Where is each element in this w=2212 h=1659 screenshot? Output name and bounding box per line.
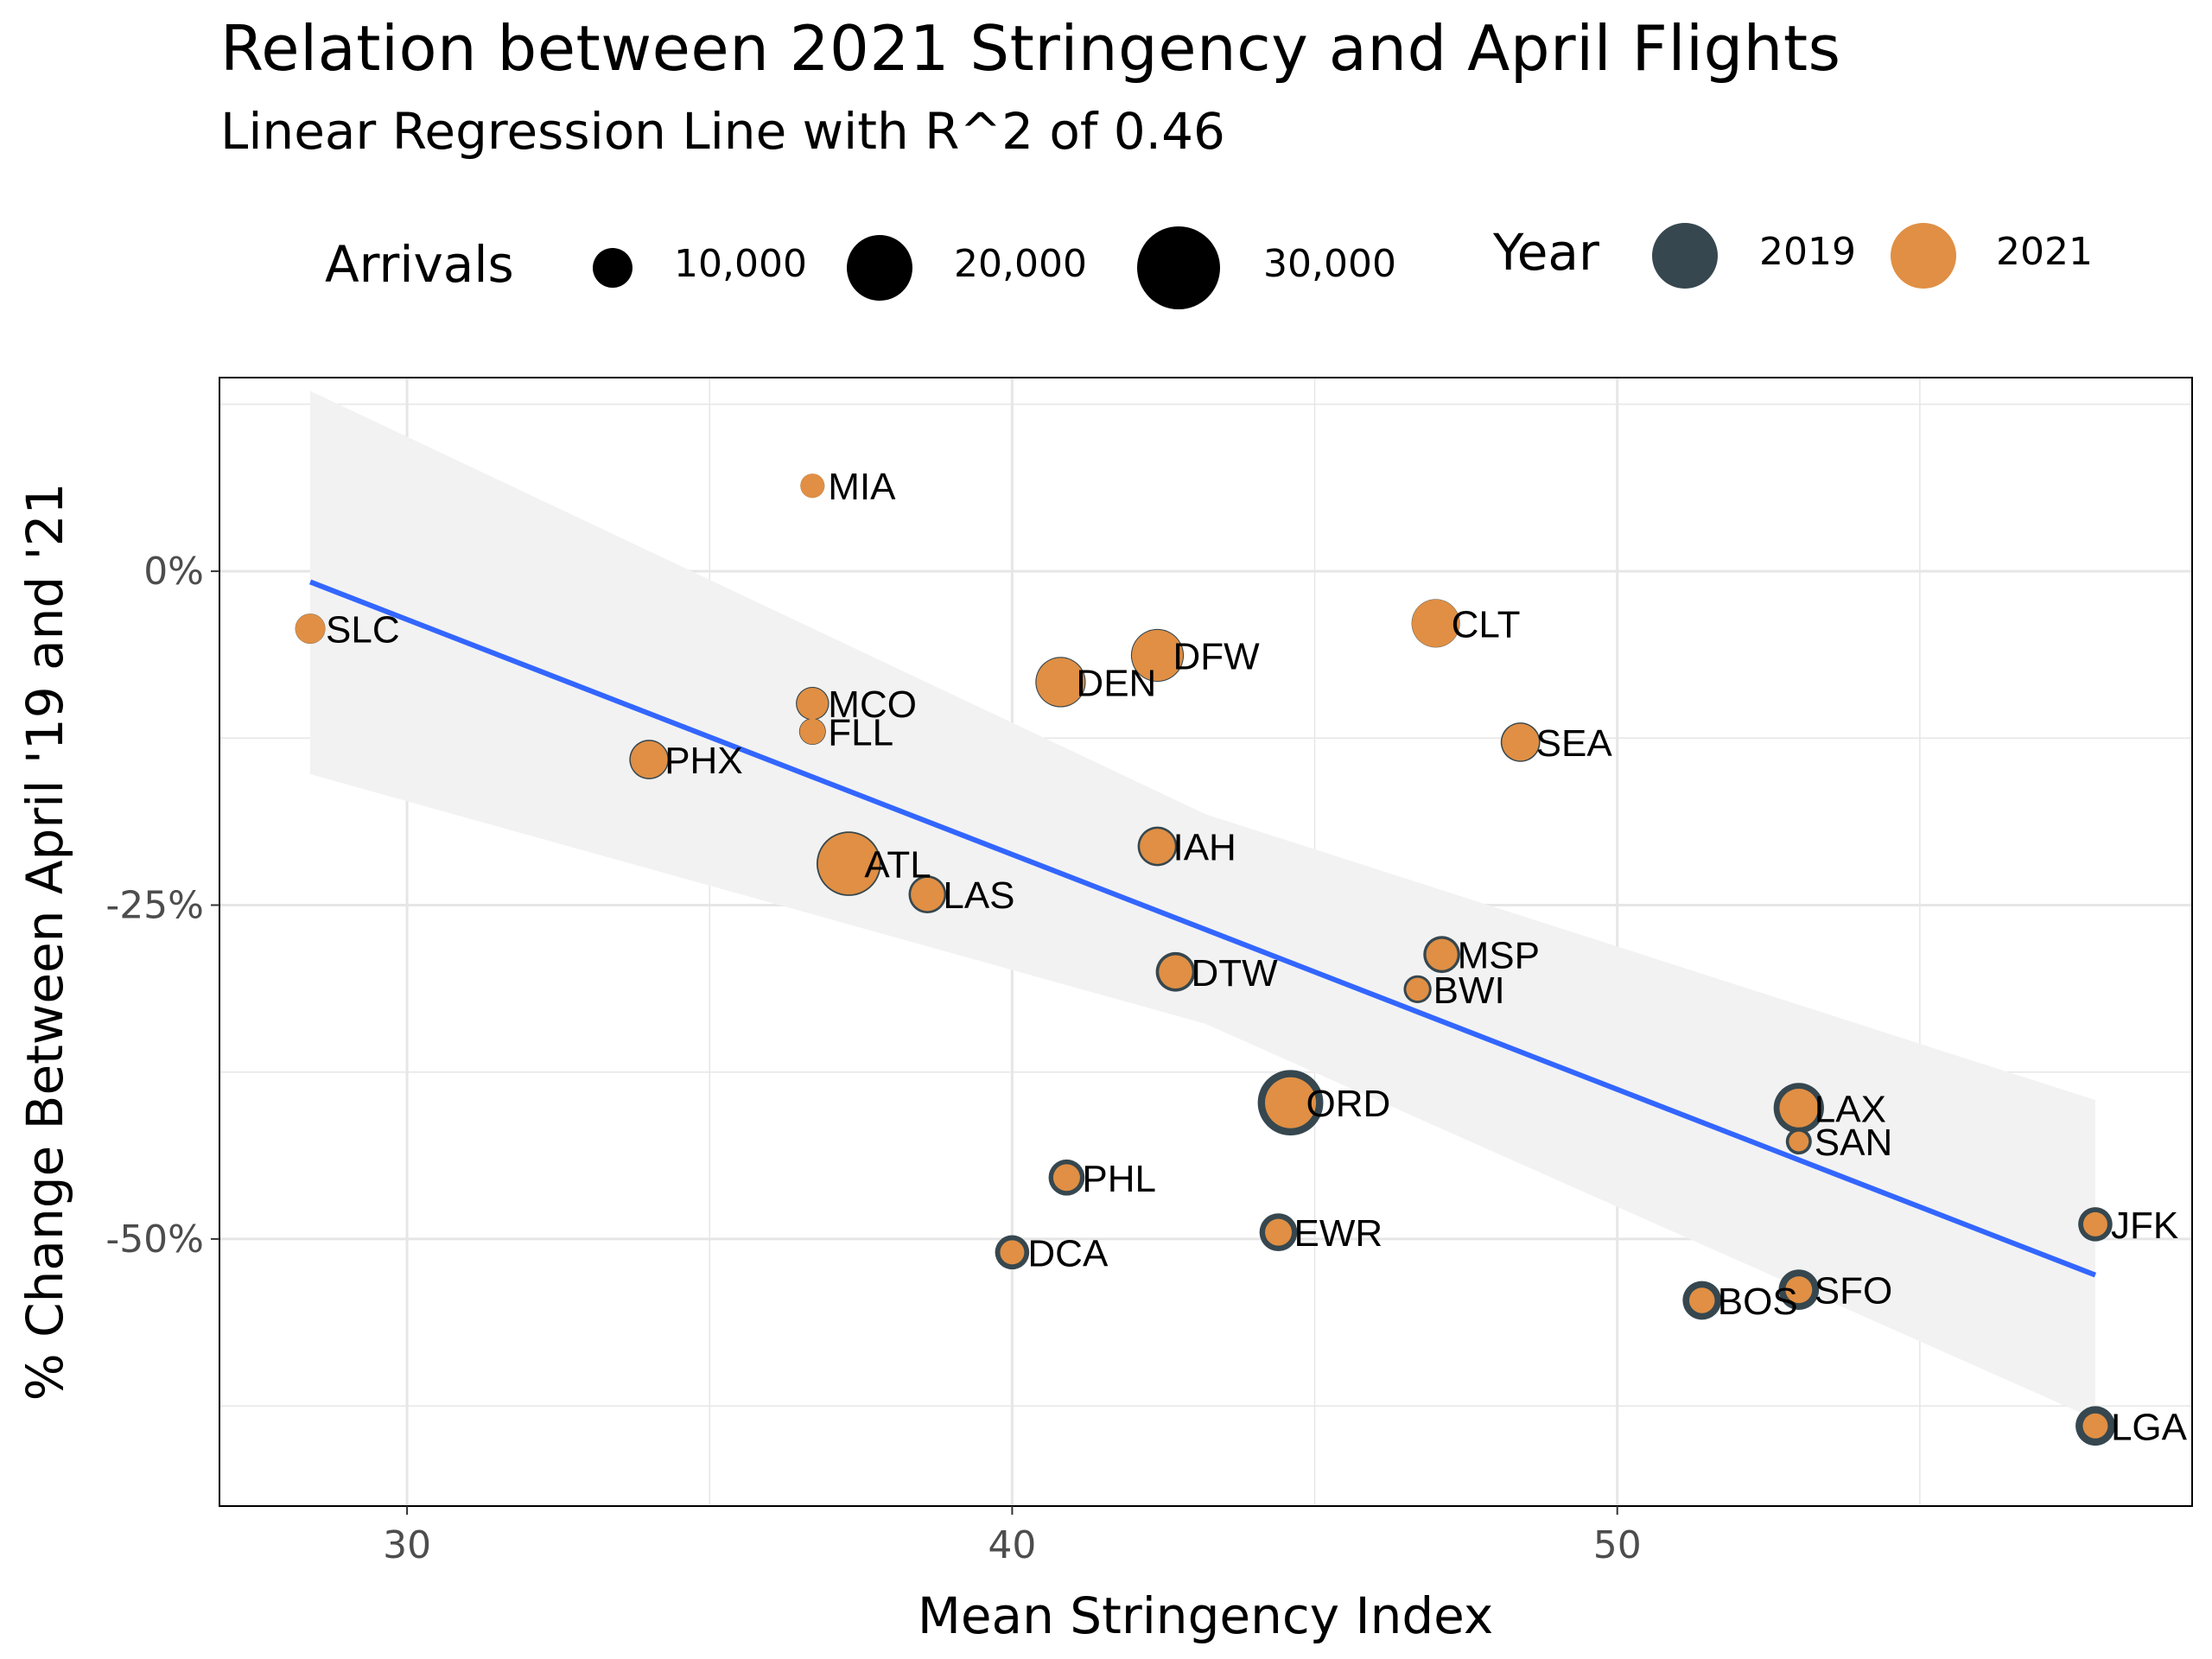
point-label-sea: SEA [1536, 722, 1613, 765]
point-label-msp: MSP [1458, 935, 1540, 977]
point-2021-dca [1000, 1240, 1025, 1265]
point-label-mia: MIA [828, 466, 896, 508]
point-2021-den [1036, 658, 1085, 707]
point-label-mco: MCO [828, 683, 917, 726]
point-label-clt: CLT [1452, 603, 1521, 645]
point-label-lga: LGA [2111, 1406, 2188, 1448]
point-label-phl: PHL [1082, 1158, 1156, 1200]
y-axis-title: % Change Between April '19 and '21 [16, 483, 74, 1402]
point-2021-clt [1412, 599, 1460, 647]
point-2021-phx [630, 741, 668, 779]
legend-size-label-3: 30,000 [1263, 242, 1396, 286]
y-tick-label: 0% [143, 550, 204, 594]
point-2021-dtw [1159, 955, 1192, 989]
x-axis-title: Mean Stringency Index [918, 1586, 1493, 1645]
point-label-slc: SLC [326, 609, 400, 652]
confidence-band [310, 391, 2095, 1420]
point-2021-mia [800, 474, 825, 499]
y-axis-ticks: 0% -25% -50% [105, 550, 219, 1262]
point-2021-bwi [1406, 977, 1429, 1001]
y-tick-label: -25% [105, 883, 204, 927]
point-label-las: LAS [943, 874, 1014, 917]
point-2021-sea [1502, 723, 1540, 761]
point-2021-lax [1779, 1089, 1819, 1128]
point-2021-san [1789, 1131, 1809, 1152]
point-label-jfk: JFK [2111, 1205, 2178, 1247]
data-points [295, 474, 2115, 1446]
point-2021-las [911, 877, 944, 912]
point-2021-bos [1688, 1287, 1715, 1313]
regression-line [308, 579, 2097, 1278]
legend-size-label-1: 10,000 [674, 242, 807, 286]
legend-size-dot-1 [593, 248, 632, 288]
point-2021-dfw [1131, 629, 1183, 681]
point-label-bos: BOS [1718, 1281, 1798, 1323]
legend-size-dot-2 [847, 235, 912, 301]
y-tick-label: -50% [105, 1217, 204, 1262]
point-label-bwi: BWI [1433, 969, 1505, 1012]
point-2021-jfk [2082, 1211, 2107, 1236]
point-2021-slc [295, 613, 326, 644]
point-2021-msp [1426, 938, 1458, 970]
point-2021-ord [1265, 1077, 1317, 1128]
point-label-lax: LAX [1815, 1088, 1886, 1130]
panel-border [219, 377, 2193, 1507]
point-label-iah: IAH [1173, 826, 1236, 868]
chart-subtitle: Linear Regression Line with R^2 of 0.46 [220, 102, 1225, 161]
x-axis-ticks: 30 40 50 [383, 1506, 1642, 1567]
point-label-den: DEN [1076, 662, 1156, 704]
chart-title: Relation between 2021 Stringency and Apr… [220, 12, 1841, 85]
legend-color-dot-2021 [1891, 223, 1956, 289]
point-label-fll: FLL [828, 712, 893, 754]
point-2021-atl [817, 833, 880, 895]
point-2021-ewr [1265, 1218, 1293, 1246]
x-tick-label: 30 [383, 1523, 431, 1567]
point-label-ewr: EWR [1294, 1212, 1383, 1255]
legend-color-label-2019: 2019 [1759, 230, 1856, 274]
point-label-san: SAN [1815, 1122, 1892, 1164]
regression-line-group [308, 579, 2097, 1278]
x-tick-label: 40 [988, 1523, 1036, 1567]
point-label-dfw: DFW [1173, 635, 1260, 677]
point-2021-phl [1052, 1164, 1080, 1192]
point-label-dtw: DTW [1191, 952, 1278, 995]
point-label-phx: PHX [664, 740, 742, 782]
legend-size-title: Arrivals [325, 235, 514, 294]
point-2021-lga [2082, 1413, 2108, 1439]
point-2021-mco [797, 688, 829, 720]
point-2021-fll [799, 718, 826, 745]
point-2021-sfo [1785, 1276, 1813, 1304]
legend-color-dot-2019 [1652, 223, 1718, 289]
point-label-atl: ATL [864, 844, 931, 887]
point-2021-iah [1140, 829, 1175, 864]
point-label-dca: DCA [1027, 1232, 1109, 1274]
legend-size-dot-3 [1137, 226, 1220, 309]
legend-color-label-2021: 2021 [1996, 230, 2093, 274]
x-tick-label: 50 [1593, 1523, 1642, 1567]
point-label-sfo: SFO [1815, 1270, 1892, 1313]
point-label-ord: ORD [1306, 1083, 1391, 1125]
legend-size-label-2: 20,000 [954, 242, 1087, 286]
legend-color-title: Year [1493, 223, 1599, 282]
confidence-band-area [310, 391, 2095, 1420]
